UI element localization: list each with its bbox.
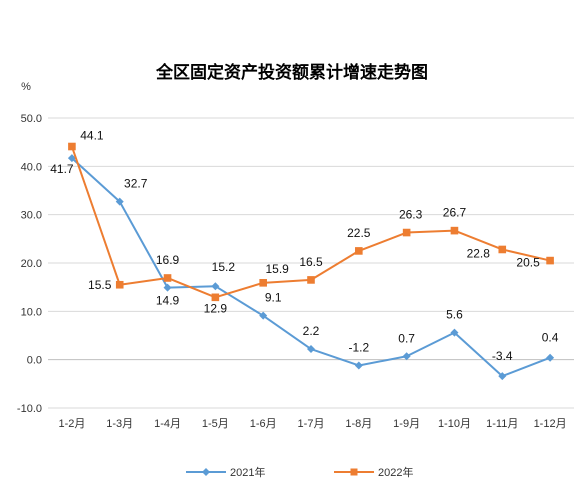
- y-tick-label: 50.0: [21, 113, 42, 125]
- series-1-point: [68, 142, 76, 151]
- x-tick-label: 1-8月: [345, 418, 372, 430]
- x-tick-label: 1-6月: [250, 418, 277, 430]
- series-1-point: [450, 226, 459, 235]
- data-labels: 41.7 32.7 14.9 15.2 9.1 2.2 -1.2 0.7 5.6 -3.4 0.4 4…: [50, 129, 559, 364]
- y-tick-label: 20.0: [21, 258, 42, 270]
- x-tick-label: 1-10月: [438, 418, 471, 430]
- series-1-point: [402, 228, 411, 237]
- x-tick-label: 1-9月: [393, 418, 420, 430]
- data-label: 16.9: [156, 253, 180, 267]
- series-1-point: [355, 247, 363, 255]
- data-label: 16.5: [299, 255, 323, 269]
- data-label: 32.7: [124, 177, 148, 191]
- legend-marker: [202, 468, 210, 476]
- series-0-point: [354, 361, 363, 370]
- data-label: -1.2: [348, 340, 369, 354]
- series-1-point: [546, 256, 554, 265]
- x-tick-label: 1-5月: [202, 418, 229, 430]
- data-label: 22.8: [467, 246, 491, 260]
- data-label: 26.3: [399, 208, 423, 222]
- series-lines: [67, 142, 555, 381]
- series-line-1: [70, 146, 551, 299]
- data-label: 9.1: [265, 291, 282, 305]
- series-1-point: [259, 279, 267, 287]
- y-tick-label: 40.0: [21, 161, 42, 173]
- x-axis-ticks: 1-2月 1-3月 1-4月 1-5月 1-6月 1-7月 1-8月 1-9月 1-10月 1-1…: [58, 418, 566, 430]
- x-tick-label: 1-2月: [58, 418, 85, 430]
- data-label: 15.5: [88, 278, 112, 292]
- data-label: 44.1: [80, 129, 104, 143]
- series-0-point: [115, 197, 124, 206]
- data-label: 2.2: [303, 324, 320, 338]
- series-1-point: [163, 274, 172, 282]
- x-tick-label: 1-12月: [534, 418, 567, 430]
- y-axis-ticks: -10.0 0.0 10.0 20.0 30.0 40.0 50.0: [17, 113, 42, 415]
- data-label: 26.7: [443, 206, 467, 220]
- y-tick-label: 10.0: [21, 306, 42, 318]
- data-label: 15.2: [212, 260, 236, 274]
- data-label: 20.5: [516, 256, 540, 270]
- data-label: 12.9: [204, 301, 228, 315]
- y-tick-label: -10.0: [17, 403, 42, 415]
- data-label: 14.9: [156, 294, 180, 308]
- data-label: 41.7: [50, 162, 74, 176]
- y-axis-unit: %: [21, 81, 31, 93]
- x-tick-label: 1-3月: [106, 418, 133, 430]
- series-0-point: [498, 372, 507, 381]
- series-0-point: [546, 353, 555, 362]
- chart-title: 全区固定资产投资额累计增速走势图: [155, 62, 428, 83]
- series-1-point: [211, 293, 220, 302]
- x-tick-label: 1-11月: [486, 418, 518, 430]
- data-label: 5.6: [446, 308, 463, 322]
- series-0-point: [163, 283, 172, 292]
- legend-label: 2022年: [378, 465, 413, 479]
- legend-label: 2021年: [230, 465, 265, 479]
- x-tick-label: 1-4月: [154, 418, 181, 430]
- series-0-point: [259, 311, 268, 320]
- x-tick-label: 1-7月: [298, 418, 325, 430]
- series-0-point: [402, 352, 411, 361]
- data-label: -3.4: [492, 349, 513, 363]
- legend-marker: [350, 468, 358, 476]
- series-0-point: [450, 328, 459, 337]
- series-0-point: [67, 154, 76, 163]
- series-1-point: [307, 276, 315, 284]
- data-label: 0.7: [398, 331, 415, 345]
- legend: 2021年 2022年: [186, 465, 413, 479]
- series-1-point: [498, 245, 507, 254]
- y-tick-label: 0.0: [27, 355, 42, 367]
- y-tick-label: 30.0: [21, 210, 42, 222]
- data-label: 0.4: [542, 331, 559, 345]
- grid-lines: [48, 117, 574, 409]
- series-0-point: [307, 345, 315, 354]
- data-label: 15.9: [266, 262, 290, 276]
- series-1-point: [115, 280, 124, 289]
- series-0-point: [211, 282, 220, 291]
- data-label: 22.5: [347, 226, 371, 240]
